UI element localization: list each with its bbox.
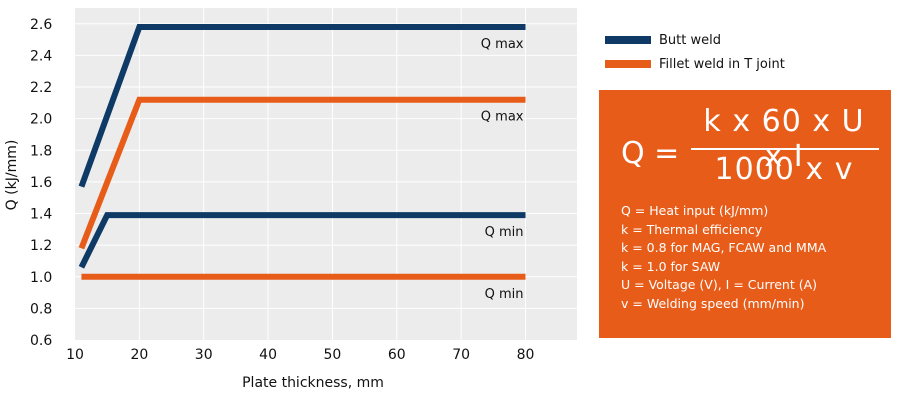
legend: Butt weld Fillet weld in T joint: [605, 28, 785, 76]
y-tick-label: 1.2: [30, 238, 52, 254]
formula-note: k = 0.8 for MAG, FCAW and MMA: [621, 240, 827, 256]
heat-input-formula-box: Q = k x 60 x U x I 1000 x v Q = Heat inp…: [599, 90, 891, 338]
series-label: Q min: [485, 287, 524, 302]
fraction-bar: [691, 148, 879, 150]
x-tick-label: 10: [66, 347, 84, 363]
series-line: [78, 96, 526, 250]
y-tick-label: 1.4: [30, 207, 52, 223]
legend-swatch-butt-weld: [605, 36, 651, 44]
x-tick-label: 60: [388, 347, 406, 363]
y-tick-label: 2.2: [30, 80, 52, 96]
formula-note: U = Voltage (V), I = Current (A): [621, 277, 818, 293]
legend-label: Fillet weld in T joint: [659, 56, 785, 72]
formula-note: v = Welding speed (mm/min): [621, 295, 805, 311]
x-tick-label: 20: [130, 347, 148, 363]
series-line: [78, 212, 526, 269]
legend-swatch-fillet-weld: [605, 60, 651, 68]
formula-numerator: k x 60 x U x I: [703, 104, 865, 174]
y-tick-label: 1.0: [30, 270, 52, 286]
series-label: Q min: [485, 225, 524, 240]
y-tick-label: 2.0: [30, 112, 52, 128]
series-line: [78, 23, 526, 188]
x-tick-label: 30: [195, 347, 213, 363]
x-axis-title: Plate thickness, mm: [242, 375, 384, 391]
legend-item-butt-weld: Butt weld: [605, 28, 785, 52]
y-axis-title: Q (kJ/mm): [4, 140, 20, 211]
x-tick-label: 50: [324, 347, 342, 363]
y-tick-label: 0.6: [30, 333, 52, 349]
formula-lhs: Q =: [621, 136, 680, 171]
series-label: Q max: [481, 37, 524, 52]
formula-note: k = 1.0 for SAW: [621, 258, 721, 274]
plot-area: [75, 8, 577, 340]
legend-item-fillet-weld: Fillet weld in T joint: [605, 52, 785, 76]
legend-label: Butt weld: [659, 32, 721, 48]
y-tick-label: 1.6: [30, 175, 52, 191]
x-tick-label: 40: [259, 347, 277, 363]
y-tick-label: 2.4: [30, 48, 52, 64]
heat-input-chart: Q max Q min Q max Q min 10 20 30 40 50 60 70 80 0.…: [4, 8, 577, 391]
formula-note: Q = Heat input (kJ/mm): [621, 203, 769, 218]
x-tick-label: 80: [517, 347, 535, 363]
y-tick-label: 0.8: [30, 301, 52, 317]
y-tick-label: 2.6: [30, 17, 52, 33]
x-tick-label: 70: [452, 347, 470, 363]
y-tick-label: 1.8: [30, 143, 52, 159]
formula-notes: Q = Heat input (kJ/mm) k = Thermal effic…: [621, 202, 826, 314]
formula-note: k = Thermal efficiency: [621, 221, 763, 237]
series-label: Q max: [481, 110, 524, 125]
formula-denominator: 1000 x v: [714, 152, 854, 187]
